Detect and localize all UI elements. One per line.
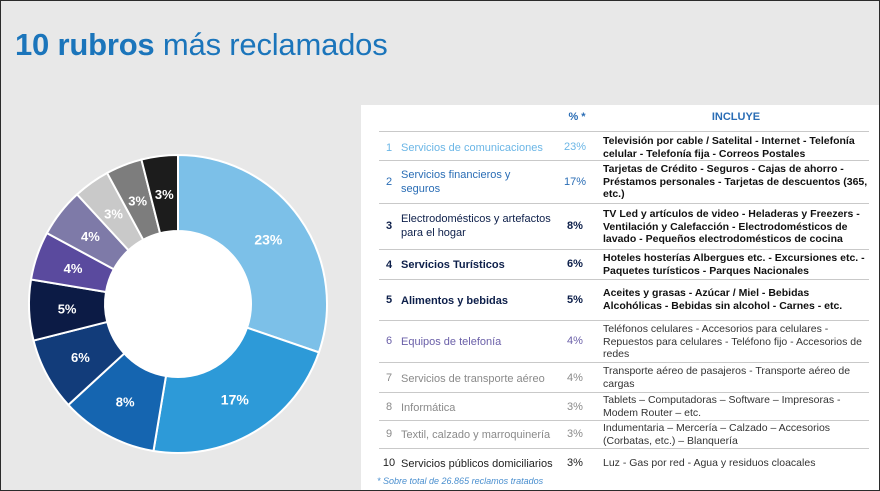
row-number: 2 bbox=[385, 176, 393, 188]
row-pct: 4% bbox=[567, 372, 583, 384]
table-row: 1 Servicios de comunicaciones 23% Televi… bbox=[379, 131, 869, 161]
donut-label-8: 3% bbox=[104, 207, 123, 222]
row-incluye: Televisión por cable / Satelital - Inter… bbox=[603, 135, 855, 160]
table-row: 3 Electrodomésticos y artefactos para el… bbox=[379, 203, 869, 250]
donut-hole bbox=[105, 231, 251, 377]
table-row: 6 Equipos de telefonía 4% Teléfonos celu… bbox=[379, 320, 869, 363]
row-rubro: Informática bbox=[401, 402, 456, 414]
row-number: 5 bbox=[385, 294, 393, 306]
row-incluye: Hoteles hosterías Albergues etc. - Excur… bbox=[603, 252, 865, 277]
row-rubro: Servicios financieros y seguros bbox=[401, 169, 511, 195]
row-number: 7 bbox=[385, 372, 393, 384]
row-pct: 8% bbox=[567, 220, 583, 232]
donut-label-6: 4% bbox=[64, 261, 83, 276]
row-pct: 4% bbox=[567, 335, 583, 347]
row-number: 10 bbox=[382, 457, 396, 469]
row-number: 8 bbox=[385, 401, 393, 413]
page-title: 10 rubros más reclamados bbox=[15, 27, 388, 63]
table-row: 7 Servicios de transporte aéreo 4% Trans… bbox=[379, 362, 869, 393]
row-rubro: Servicios de comunicaciones bbox=[401, 142, 543, 154]
table-row: 4 Servicios Turísticos 6% Hoteles hoster… bbox=[379, 249, 869, 280]
donut-slice-1 bbox=[177, 153, 328, 354]
pct-header: % * bbox=[568, 111, 586, 123]
donut-label-5: 5% bbox=[58, 302, 77, 317]
row-rubro: Servicios públicos domiciliarios bbox=[401, 458, 553, 470]
row-number: 3 bbox=[385, 220, 393, 232]
donut-label-4: 6% bbox=[71, 350, 90, 365]
row-rubro: Textil, calzado y marroquinería bbox=[401, 429, 551, 441]
row-incluye: Tarjetas de Crédito - Seguros - Cajas de… bbox=[603, 163, 868, 201]
row-incluye: Aceites y grasas - Azúcar / Miel - Bebid… bbox=[603, 287, 843, 312]
table-row: 5 Alimentos y bebidas 5% Aceites y grasa… bbox=[379, 279, 869, 321]
row-pct: 3% bbox=[567, 401, 583, 413]
row-number: 4 bbox=[385, 259, 393, 271]
table-row: 9 Textil, calzado y marroquinería 3% Ind… bbox=[379, 420, 869, 449]
row-number: 9 bbox=[385, 428, 393, 440]
donut-label-10: 3% bbox=[155, 187, 174, 202]
header-band: 10 rubros más reclamados bbox=[1, 1, 879, 105]
row-pct: 23% bbox=[563, 141, 587, 153]
row-incluye: TV Led y artículos de video - Heladeras … bbox=[603, 208, 860, 246]
donut-label-3: 8% bbox=[116, 395, 135, 410]
row-pct: 3% bbox=[567, 428, 583, 440]
table-row: 10 Servicios públicos domiciliarios 3% L… bbox=[379, 448, 869, 474]
donut-label-1: 23% bbox=[254, 232, 283, 248]
row-number: 1 bbox=[385, 142, 393, 154]
donut-label-7: 4% bbox=[81, 229, 100, 244]
donut-label-2: 17% bbox=[221, 391, 250, 407]
title-bold: 10 rubros bbox=[15, 27, 155, 62]
row-incluye: Transporte aéreo de pasajeros - Transpor… bbox=[603, 365, 851, 390]
row-incluye: Indumentaria – Mercería – Calzado – Acce… bbox=[603, 422, 831, 447]
row-rubro: Servicios Turísticos bbox=[401, 259, 505, 271]
row-pct: 3% bbox=[567, 457, 583, 469]
row-incluye: Luz - Gas por red - Agua y residuos cloa… bbox=[603, 457, 816, 469]
row-pct: 17% bbox=[563, 176, 587, 188]
donut-slice-2 bbox=[152, 326, 321, 454]
row-number: 6 bbox=[385, 335, 393, 347]
table-row: 8 Informática 3% Tablets – Computadoras … bbox=[379, 392, 869, 421]
row-rubro: Equipos de telefonía bbox=[401, 336, 502, 348]
title-rest: más reclamados bbox=[162, 27, 388, 62]
incluye-header: INCLUYE bbox=[711, 111, 761, 123]
row-incluye: Tablets – Computadoras – Software – Impr… bbox=[603, 394, 841, 419]
donut-label-9: 3% bbox=[128, 194, 147, 209]
table-row: 2 Servicios financieros y seguros 17% Ta… bbox=[379, 160, 869, 204]
row-pct: 5% bbox=[567, 294, 583, 306]
row-rubro: Alimentos y bebidas bbox=[401, 295, 508, 307]
row-incluye: Teléfonos celulares - Accesorios para ce… bbox=[603, 323, 862, 361]
row-rubro: Electrodomésticos y artefactos para el h… bbox=[401, 213, 551, 239]
donut-chart: 23% 17% 8% 6% 5% 4% 4% 3% 3% 3% bbox=[28, 153, 328, 454]
row-rubro: Servicios de transporte aéreo bbox=[401, 373, 545, 385]
footnote: * Sobre total de 26.865 reclamos tratado… bbox=[377, 476, 544, 486]
row-pct: 6% bbox=[567, 258, 583, 270]
